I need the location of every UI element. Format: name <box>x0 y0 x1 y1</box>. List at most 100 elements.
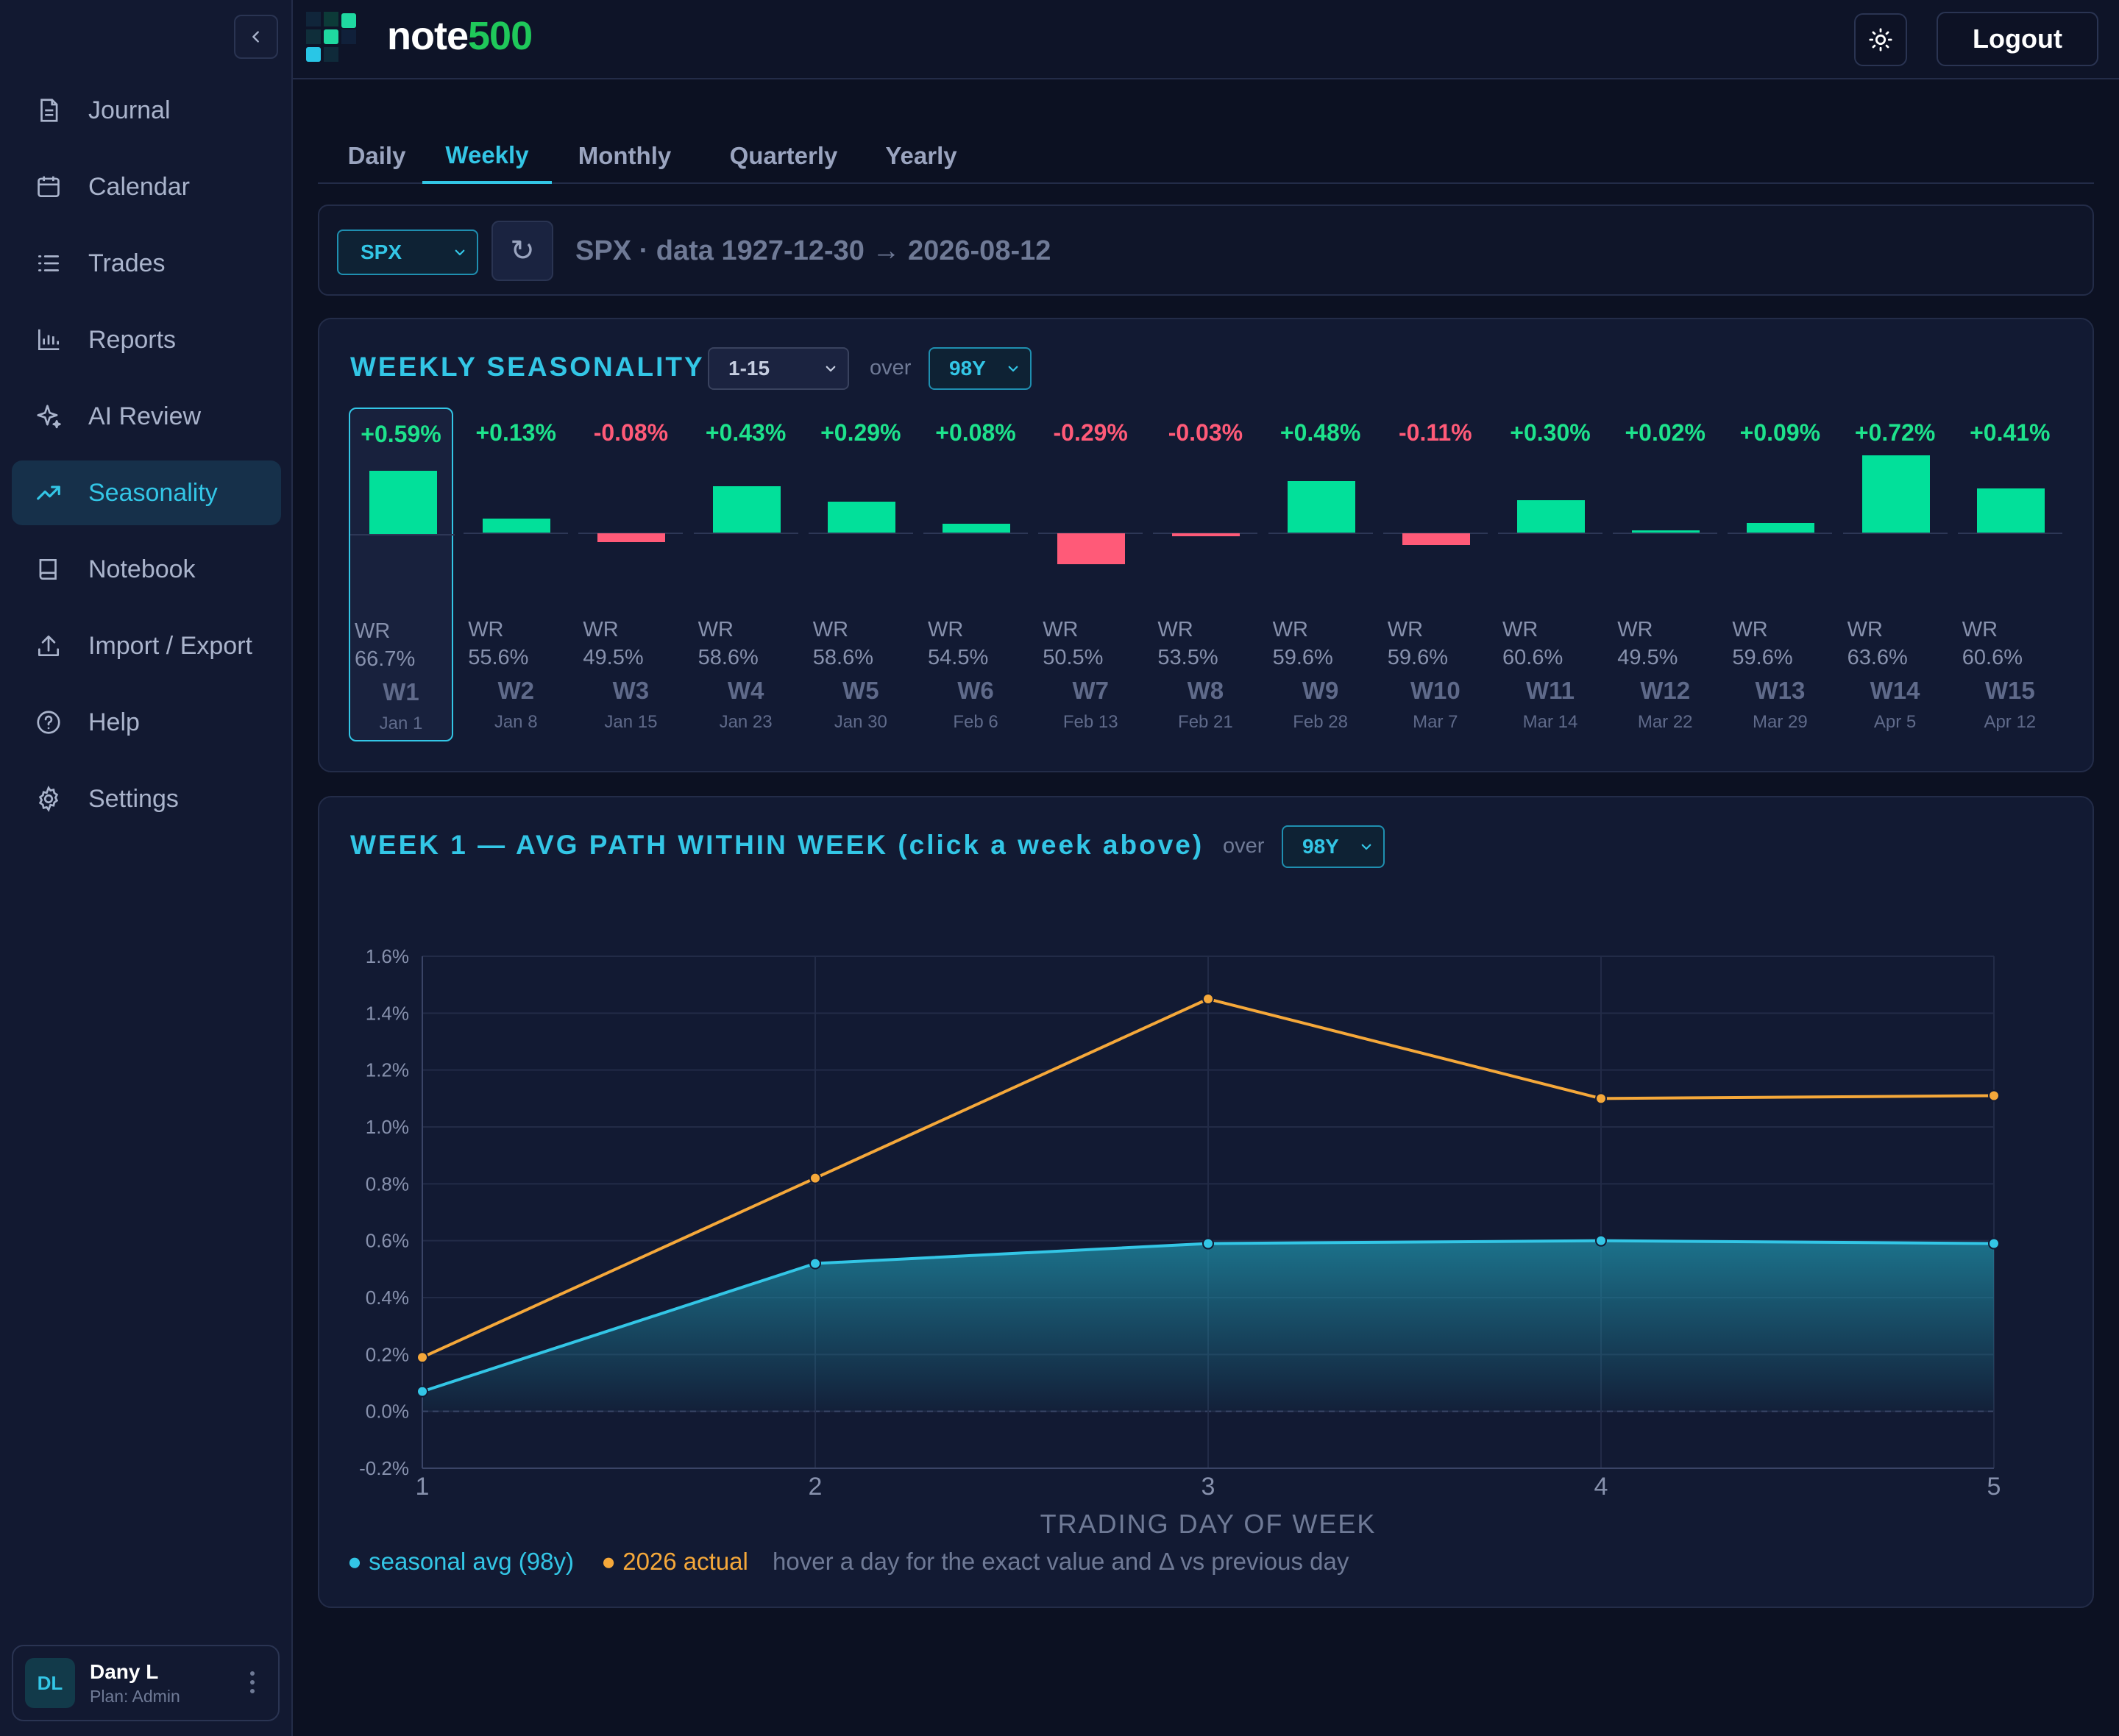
collapse-sidebar-button[interactable] <box>234 15 278 59</box>
over-label: over <box>870 356 912 380</box>
week-column[interactable]: +0.43% WR 58.6% W4 Jan 23 <box>693 408 798 741</box>
win-rate-label: WR <box>583 618 619 641</box>
week-column[interactable]: -0.08% WR 49.5% W3 Jan 15 <box>578 408 684 741</box>
weekly-seasonality-panel: WEEKLY SEASONALITY 1-15 over 98Y +0.59% W… <box>318 318 2094 772</box>
week-date: Jan 23 <box>719 712 773 732</box>
week-column[interactable]: +0.02% WR 49.5% W12 Mar 22 <box>1613 408 1718 741</box>
zero-line <box>693 533 798 534</box>
tab-monthly[interactable]: Monthly <box>578 142 672 169</box>
week-name: W5 <box>842 677 879 704</box>
zero-line <box>350 534 455 536</box>
tab-quarterly[interactable]: Quarterly <box>729 142 838 169</box>
more-vertical-icon[interactable] <box>249 1670 256 1698</box>
week-return: +0.09% <box>1739 419 1821 446</box>
week-column[interactable]: +0.13% WR 55.6% W2 Jan 8 <box>464 408 569 741</box>
logout-button[interactable]: Logout <box>1937 12 2098 66</box>
theme-toggle-button[interactable] <box>1854 13 1907 66</box>
data-point <box>809 1257 821 1270</box>
week-column[interactable]: +0.29% WR 58.6% W5 Jan 30 <box>808 408 913 741</box>
win-rate-value: 49.5% <box>1617 646 1678 669</box>
week-return: +0.43% <box>705 419 787 446</box>
win-rate-label: WR <box>468 618 504 641</box>
sun-icon <box>1869 28 1892 51</box>
week-bar <box>1402 533 1470 546</box>
week-date: Feb 6 <box>953 712 998 732</box>
y-tick-label: 0.0% <box>366 1401 409 1423</box>
sidebar-item-calendar[interactable]: Calendar <box>12 154 281 219</box>
week-date: Jan 1 <box>379 714 423 733</box>
zero-line <box>1957 533 2062 534</box>
week-column[interactable]: -0.03% WR 53.5% W8 Feb 21 <box>1153 408 1258 741</box>
x-tick-label: 5 <box>1987 1473 2001 1501</box>
sidebar-item-seasonality[interactable]: Seasonality <box>12 460 281 525</box>
week-return: +0.48% <box>1279 419 1361 446</box>
week-column[interactable]: +0.09% WR 59.6% W13 Mar 29 <box>1728 408 1833 741</box>
win-rate-value: 54.5% <box>928 646 989 669</box>
sidebar-item-trades[interactable]: Trades <box>12 231 281 296</box>
week-column[interactable]: -0.29% WR 50.5% W7 Feb 13 <box>1038 408 1143 741</box>
week-column[interactable]: +0.08% WR 54.5% W6 Feb 6 <box>923 408 1028 741</box>
win-rate-label: WR <box>1272 618 1308 641</box>
week-bar <box>597 533 666 542</box>
week-column[interactable]: +0.72% WR 63.6% W14 Apr 5 <box>1842 408 1948 741</box>
sidebar-item-help[interactable]: Help <box>12 690 281 755</box>
week-column[interactable]: +0.41% WR 60.6% W15 Apr 12 <box>1957 408 2062 741</box>
user-card[interactable]: DL Dany L Plan: Admin <box>12 1645 280 1721</box>
win-rate-label: WR <box>812 618 849 641</box>
sidebar-item-settings[interactable]: Settings <box>12 766 281 831</box>
y-tick-label: 1.2% <box>366 1059 409 1081</box>
sidebar-item-label: Journal <box>88 96 171 124</box>
week-range-value: 1-15 <box>728 357 770 380</box>
x-axis-label: TRADING DAY OF WEEK <box>1040 1509 1377 1539</box>
tab-yearly[interactable]: Yearly <box>885 142 957 169</box>
years-select[interactable]: 98Y <box>929 347 1032 390</box>
symbol-bar: SPX ↻ SPX · data 1927-12-30 → 2026-08-12 <box>318 204 2094 296</box>
week-bar <box>1287 480 1355 533</box>
week-bar <box>1861 455 1930 533</box>
week-name: W3 <box>612 677 650 704</box>
symbol-select[interactable]: SPX <box>337 230 478 275</box>
tab-weekly[interactable]: Weekly <box>422 129 552 184</box>
week-column[interactable]: +0.48% WR 59.6% W9 Feb 28 <box>1268 408 1373 741</box>
avg-path-chart[interactable]: -0.2% 0.0% 0.2% 0.4% 0.6% 0.8% 1.0% 1.2% 1.4% 1.6… <box>319 797 2093 1540</box>
refresh-button[interactable]: ↻ <box>491 221 553 281</box>
tab-daily[interactable]: Daily <box>347 142 406 169</box>
week-name: W14 <box>1870 677 1920 704</box>
week-name: W4 <box>727 677 764 704</box>
week-return: +0.13% <box>475 419 556 446</box>
week-bar <box>369 470 437 534</box>
chart-hint: hover a day for the exact value and Δ vs… <box>773 1548 1349 1575</box>
sidebar-item-notebook[interactable]: Notebook <box>12 537 281 602</box>
week-bar <box>943 524 1010 533</box>
help-icon <box>34 708 63 737</box>
sidebar-item-journal[interactable]: Journal <box>12 78 281 143</box>
week-return: +0.29% <box>820 419 901 446</box>
win-rate-value: 59.6% <box>1272 646 1333 669</box>
week-name: W9 <box>1302 677 1339 704</box>
x-tick-label: 4 <box>1594 1473 1608 1501</box>
sidebar-item-reports[interactable]: Reports <box>12 307 281 372</box>
period-tabs: Daily Weekly Monthly Quarterly Yearly <box>318 129 2094 184</box>
gear-icon <box>34 784 63 814</box>
week-name: W1 <box>383 678 419 705</box>
week-column[interactable]: -0.11% WR 59.6% W10 Mar 7 <box>1383 408 1488 741</box>
y-tick-label: 0.6% <box>366 1230 409 1252</box>
sidebar-item-import-export[interactable]: Import / Export <box>12 613 281 678</box>
win-rate-label: WR <box>928 618 964 641</box>
week-bar <box>1976 488 2045 533</box>
path-years-select[interactable]: 98Y <box>1282 825 1385 868</box>
sidebar-item-ai-review[interactable]: AI Review <box>12 384 281 449</box>
data-point <box>416 1385 428 1398</box>
week-column[interactable]: +0.30% WR 60.6% W11 Mar 14 <box>1498 408 1602 741</box>
win-rate-value: 59.6% <box>1387 646 1449 669</box>
week-column[interactable]: +0.59% WR 66.7% W1 Jan 1 <box>349 408 455 741</box>
chart-legend: ● seasonal avg (98y) ● 2026 actual hover… <box>347 1548 1349 1576</box>
y-tick-label: 1.0% <box>366 1116 409 1138</box>
chevron-down-icon <box>826 366 836 372</box>
week-return: -0.29% <box>1053 419 1128 446</box>
top-header: note500 Logout <box>293 0 2119 79</box>
win-rate-label: WR <box>355 619 391 643</box>
win-rate-label: WR <box>698 618 734 641</box>
week-range-select[interactable]: 1-15 <box>708 347 849 390</box>
week-name: W2 <box>497 677 534 704</box>
